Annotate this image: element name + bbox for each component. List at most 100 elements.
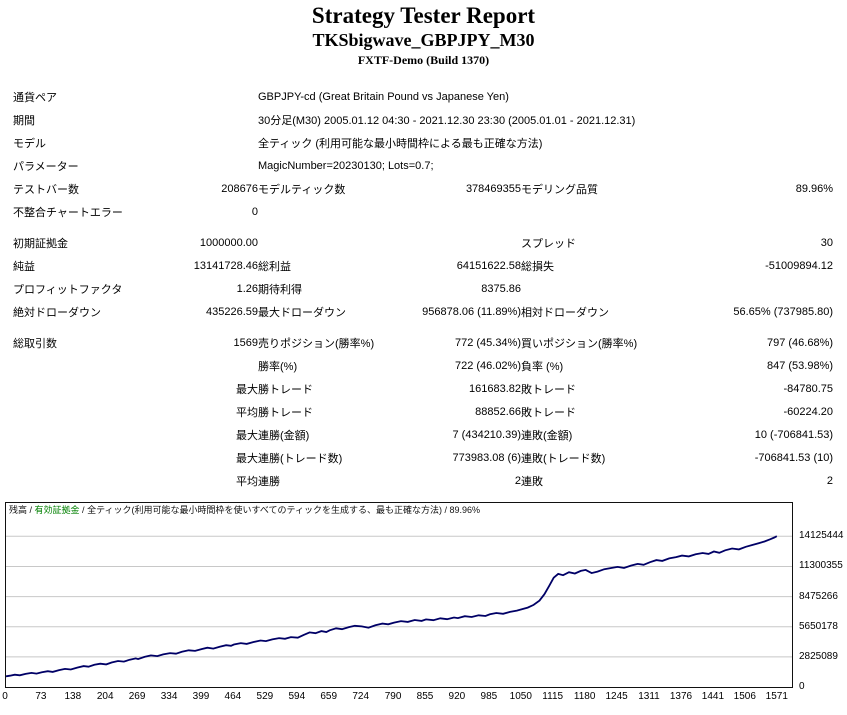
chart-x-axis: 0 73 138 204 269 334 399 464 529 594 659 724 790 855 9…	[2, 691, 793, 705]
stats-row: 総取引数 1569 売りポジション(勝率%) 772 (45.34%) 買いポジション(…	[13, 331, 833, 354]
stat-label: 負率 (%)	[521, 360, 564, 373]
stat-label: 敗トレード	[521, 406, 576, 419]
x-tick-label: 529	[256, 691, 274, 702]
stat-label: 初期証拠金	[13, 237, 68, 250]
setting-value: 30分足(M30) 2005.01.12 04:30 - 2021.12.30 …	[258, 114, 636, 127]
setting-label: パラメーター	[13, 160, 79, 173]
chart-legend: 残高 / 有効証拠金 / 全ティック(利用可能な最小時間枠を使いすべてのティック…	[9, 504, 481, 516]
legend-part: 全ティック(利用可能な最小時間枠を使いすべてのティックを生成する、最も正確な方法…	[87, 505, 442, 515]
x-tick-label: 1115	[542, 691, 564, 702]
x-tick-label: 1050	[509, 691, 532, 702]
stat-value: 10 (-706841.53)	[754, 428, 834, 441]
spacer-cell	[173, 85, 258, 108]
report-build: FXTF-Demo (Build 1370)	[357, 53, 490, 67]
stats-row: 不整合チャートエラー 0	[13, 200, 833, 223]
stat-label	[13, 377, 173, 400]
settings-row: モデル 全ティック (利用可能な最小時間枠による最も正確な方法)	[13, 131, 833, 154]
stat-label: 不整合チャートエラー	[13, 206, 123, 219]
x-tick-label: 1571	[765, 691, 788, 702]
stat-label: 連勝(トレード数)	[258, 452, 343, 465]
stats-row: 最大 連勝(金額) 7 (434210.39) 連敗(金額) 10 (-706841.5…	[13, 423, 833, 446]
stat-label: 売りポジション(勝率%)	[258, 337, 375, 350]
stat-value: 773983.08 (6)	[452, 451, 522, 464]
y-tick-label: 8475266	[799, 590, 838, 602]
settings-row: 期間 30分足(M30) 2005.01.12 04:30 - 2021.12.3…	[13, 108, 833, 131]
stat-label	[521, 277, 661, 300]
x-tick-label: 594	[288, 691, 306, 702]
legend-part: 有効証拠金	[34, 505, 80, 515]
stat-label: モデリング品質	[521, 183, 598, 196]
chart-y-axis: 0 2825089 5650178 8475266 11300355 14125444	[799, 502, 847, 692]
settings-row: パラメーター MagicNumber=20230130; Lots=0.7;	[13, 154, 833, 177]
setting-value: 全ティック (利用可能な最小時間枠による最も正確な方法)	[258, 137, 543, 150]
stat-value: 0	[251, 205, 258, 218]
stats-row: 最大 連勝(トレード数) 773983.08 (6) 連敗(トレード数) -706841…	[13, 446, 833, 469]
x-tick-label: 269	[128, 691, 146, 702]
stats-row: 平均 勝トレード 88852.66 敗トレード -60224.20	[13, 400, 833, 423]
stat-label: 買いポジション(勝率%)	[521, 337, 638, 350]
stat-value: -706841.53 (10)	[754, 451, 834, 464]
stat-label: プロフィットファクタ	[13, 283, 123, 296]
y-tick-label: 0	[799, 681, 805, 692]
x-tick-label: 855	[416, 691, 434, 702]
stat-value: 1.26	[236, 282, 258, 295]
settings-row: 通貨ペア GBPJPY-cd (Great Britain Pound vs Ja…	[13, 85, 833, 108]
stat-value: 8375.86	[481, 282, 521, 295]
stat-value: 208676	[221, 182, 258, 195]
stat-label	[13, 446, 173, 469]
stat-label: 連敗(トレード数)	[521, 452, 606, 465]
stat-label: 連敗(金額)	[521, 429, 573, 442]
stat-label	[521, 200, 661, 223]
stats-row: プロフィットファクタ 1.26 期待利得 8375.86	[13, 277, 833, 300]
x-tick-label: 1506	[733, 691, 756, 702]
stat-label	[13, 354, 173, 377]
stat-value: 1000000.00	[199, 236, 258, 249]
x-tick-label: 399	[192, 691, 210, 702]
stat-value: -51009894.12	[765, 259, 834, 272]
x-tick-label: 985	[480, 691, 498, 702]
stat-label: 連勝(金額)	[258, 429, 310, 442]
setting-value: GBPJPY-cd (Great Britain Pound vs Japane…	[258, 90, 509, 103]
stat-value: 56.65% (737985.80)	[733, 305, 834, 318]
x-tick-label: 1245	[605, 691, 628, 702]
stat-label: 勝率(%)	[258, 360, 298, 373]
x-tick-label: 334	[160, 691, 178, 702]
legend-part: / 89.96%	[442, 505, 481, 515]
stat-value: 378469355	[465, 182, 521, 195]
stat-label	[258, 231, 403, 254]
spacer-cell	[173, 131, 258, 154]
stats-row: 絶対ドローダウン 435226.59 最大ドローダウン 956878.06 (11.8…	[13, 300, 833, 323]
stat-label: 純益	[13, 260, 35, 273]
strategy-tester-report: Strategy Tester Report TKSbigwave_GBPJPY…	[0, 3, 847, 706]
stat-value	[661, 200, 833, 223]
x-tick-label: 790	[384, 691, 402, 702]
setting-label: モデル	[13, 137, 46, 150]
stat-value: 7 (434210.39)	[452, 428, 522, 441]
x-tick-label: 464	[224, 691, 242, 702]
stat-value	[403, 200, 521, 223]
stat-label	[13, 469, 173, 492]
x-tick-label: 724	[352, 691, 370, 702]
stat-value: 64151622.58	[456, 259, 521, 272]
spacer-row	[13, 223, 833, 231]
x-tick-label: 204	[96, 691, 114, 702]
stat-value: 最大	[236, 383, 258, 396]
setting-value: MagicNumber=20230130; Lots=0.7;	[258, 159, 434, 172]
stats-row: 平均 連勝 2 連敗 2	[13, 469, 833, 492]
chart-canvas	[6, 535, 792, 678]
stat-value: 1569	[233, 336, 258, 349]
stats-row: 純益 13141728.46 総利益 64151622.58 総損失 -51009894.…	[13, 254, 833, 277]
x-tick-label: 1180	[573, 691, 596, 702]
report-symbol-title: TKSbigwave_GBPJPY_M30	[312, 30, 535, 50]
stat-value	[661, 277, 833, 300]
stat-label: 連敗	[521, 475, 543, 488]
stat-value: 13141728.46	[193, 259, 258, 272]
stat-value: 最大	[236, 452, 258, 465]
x-tick-label: 1441	[701, 691, 725, 702]
spacer-row	[13, 323, 833, 331]
stats-row: 初期証拠金 1000000.00 スプレッド 30	[13, 231, 833, 254]
stat-label: スプレッド	[521, 237, 576, 250]
x-tick-label: 1376	[669, 691, 693, 702]
setting-label: 期間	[13, 114, 35, 127]
report-title: Strategy Tester Report	[311, 3, 536, 28]
